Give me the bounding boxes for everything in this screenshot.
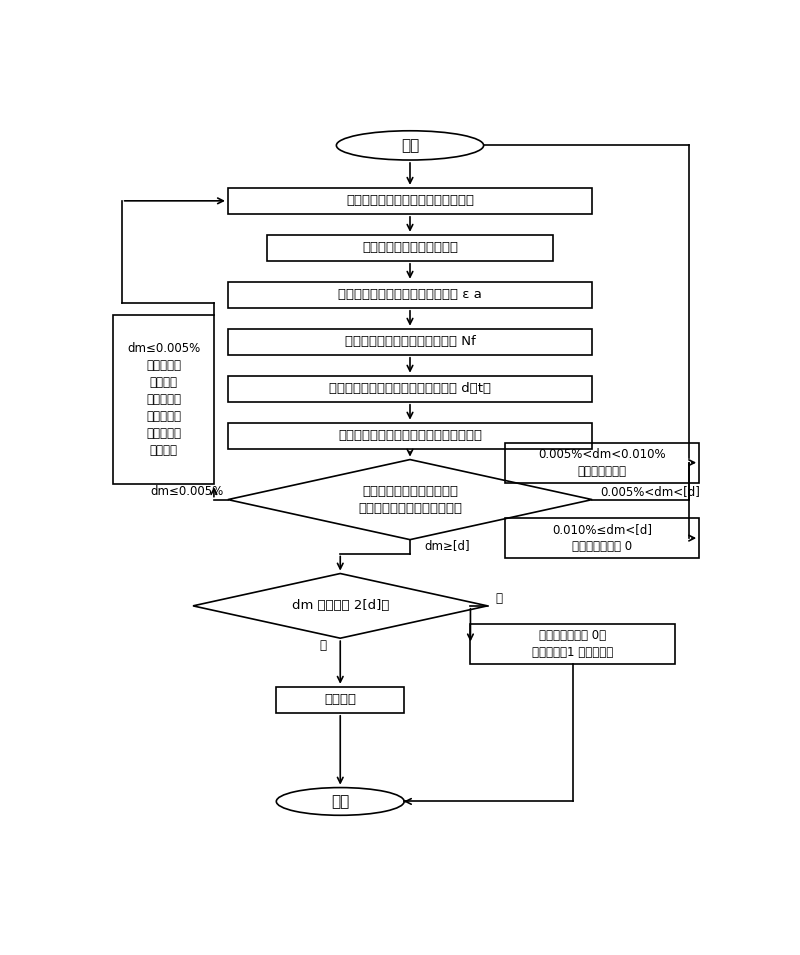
Text: 确定炉外承压部件最大瞬态低周疲劳损耗: 确定炉外承压部件最大瞬态低周疲劳损耗: [338, 429, 482, 442]
Text: 计算炉外承压部件低周疲劳应变幅 ε a: 计算炉外承压部件低周疲劳应变幅 ε a: [338, 288, 482, 301]
Text: 负荷变化率取为 0，
发出报警，1 分钟后停机: 负荷变化率取为 0， 发出报警，1 分钟后停机: [532, 629, 614, 659]
Text: dm≤0.005%: dm≤0.005%: [150, 485, 224, 499]
Bar: [276, 687, 404, 712]
Bar: [228, 423, 592, 449]
Text: 否: 否: [495, 592, 502, 605]
Bar: [267, 235, 553, 261]
Bar: [113, 315, 214, 484]
Text: 是: 是: [319, 640, 326, 652]
Text: 计算炉外承压部件热应力和机械应力: 计算炉外承压部件热应力和机械应力: [346, 194, 474, 207]
Bar: [228, 188, 592, 214]
Bar: [506, 442, 699, 482]
Text: 计算炉外承压部件瞬态低周疲劳损耗 d（t）: 计算炉外承压部件瞬态低周疲劳损耗 d（t）: [329, 382, 491, 395]
Text: 开始: 开始: [401, 138, 419, 153]
Text: dm≤0.005%
按《电站锅
炉运行规
程》的规定
数值改变电
站锅炉的负
荷变化率: dm≤0.005% 按《电站锅 炉运行规 程》的规定 数值改变电 站锅炉的负 荷…: [127, 342, 200, 457]
Text: 0.005%<dm<[d]: 0.005%<dm<[d]: [600, 485, 700, 499]
Text: 计算炉外承压部件低周疲劳寿命 Nf: 计算炉外承压部件低周疲劳寿命 Nf: [345, 335, 475, 349]
Text: dm≥[d]: dm≥[d]: [424, 540, 470, 552]
Bar: [470, 625, 675, 665]
Bar: [228, 375, 592, 402]
Text: 计算炉外承压部件应力强度: 计算炉外承压部件应力强度: [362, 242, 458, 254]
Text: 0.010%≤dm<[d]
负荷变化率取为 0: 0.010%≤dm<[d] 负荷变化率取为 0: [552, 523, 652, 553]
Text: 0.005%<dm<0.010%
减小负荷变化率: 0.005%<dm<0.010% 减小负荷变化率: [538, 448, 666, 478]
Text: 结束: 结束: [331, 794, 350, 809]
Text: 判断最大瞬态低周疲劳寿命
损耗是否超过设定的界限值？: 判断最大瞬态低周疲劳寿命 损耗是否超过设定的界限值？: [358, 484, 462, 515]
Text: 立即停机: 立即停机: [324, 693, 356, 707]
Bar: [506, 518, 699, 558]
Text: dm 是否大于 2[d]？: dm 是否大于 2[d]？: [291, 600, 389, 612]
Bar: [228, 282, 592, 308]
Bar: [228, 329, 592, 355]
